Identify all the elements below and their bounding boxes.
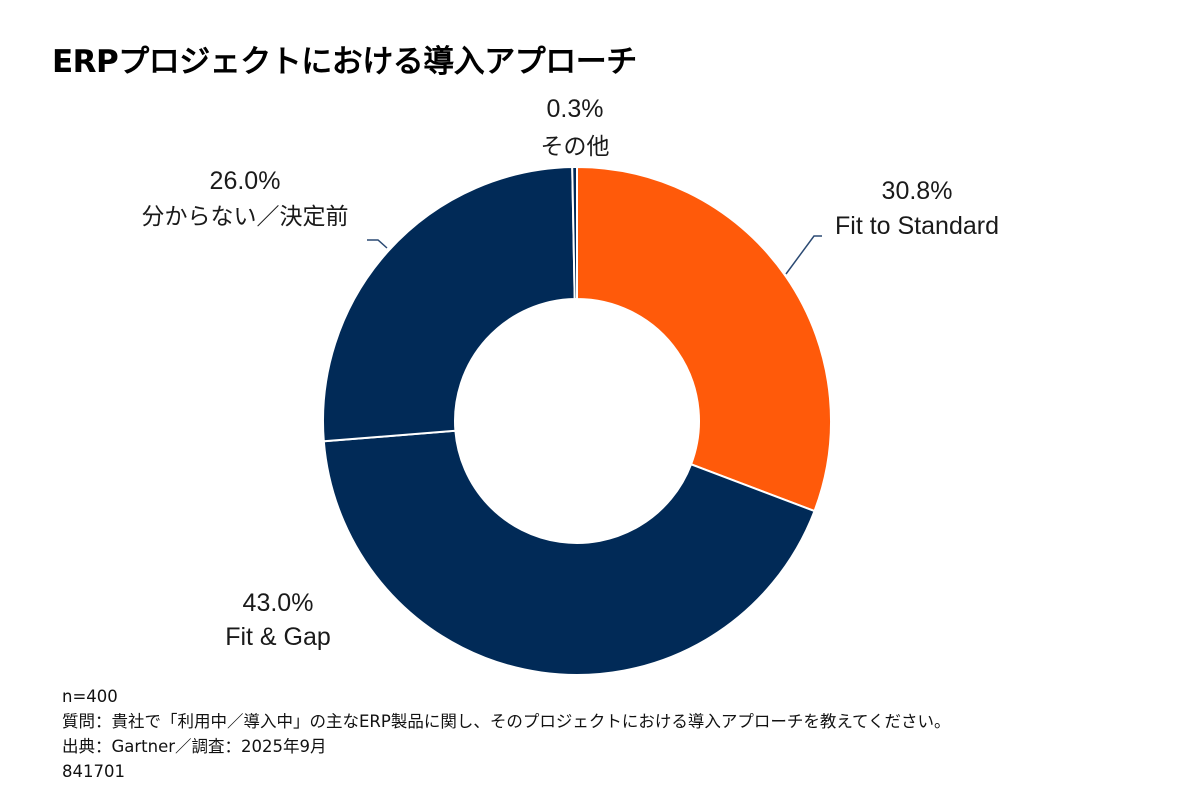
slice-other — [571, 165, 578, 301]
slice-fit-to-standard — [576, 165, 832, 513]
leader-lines — [367, 235, 822, 275]
data-label-value-undecided: 26.0% — [210, 167, 281, 195]
data-label-name-fit-to-standard: Fit to Standard — [835, 212, 999, 240]
donut-slices — [322, 165, 832, 676]
data-label-name-fit-and-gap: Fit & Gap — [225, 623, 331, 651]
data-label-name-other: その他 — [541, 134, 610, 160]
data-label-value-other: 0.3% — [547, 95, 604, 123]
leader-line-undecided — [367, 239, 388, 249]
data-label-value-fit-to-standard: 30.8% — [882, 177, 953, 205]
footer-id: 841701 — [62, 762, 125, 781]
leader-line-fit-to-standard — [785, 235, 822, 275]
slice-undecided — [322, 166, 576, 443]
data-label-name-undecided: 分からない／決定前 — [142, 204, 349, 230]
chart-title: ERPプロジェクトにおける導入アプローチ — [52, 44, 637, 80]
footer-sample-size: n=400 — [62, 687, 118, 706]
footer-source: 出典：Gartner／調査：2025年9月 — [62, 737, 327, 756]
chart-footer: n=400 質問：貴社で「利用中／導入中」の主なERP製品に関し、そのプロジェク… — [62, 684, 951, 784]
data-label-value-fit-and-gap: 43.0% — [243, 589, 314, 617]
footer-question: 質問：貴社で「利用中／導入中」の主なERP製品に関し、そのプロジェクトにおける導… — [62, 712, 951, 731]
slice-fit-and-gap — [322, 429, 816, 676]
